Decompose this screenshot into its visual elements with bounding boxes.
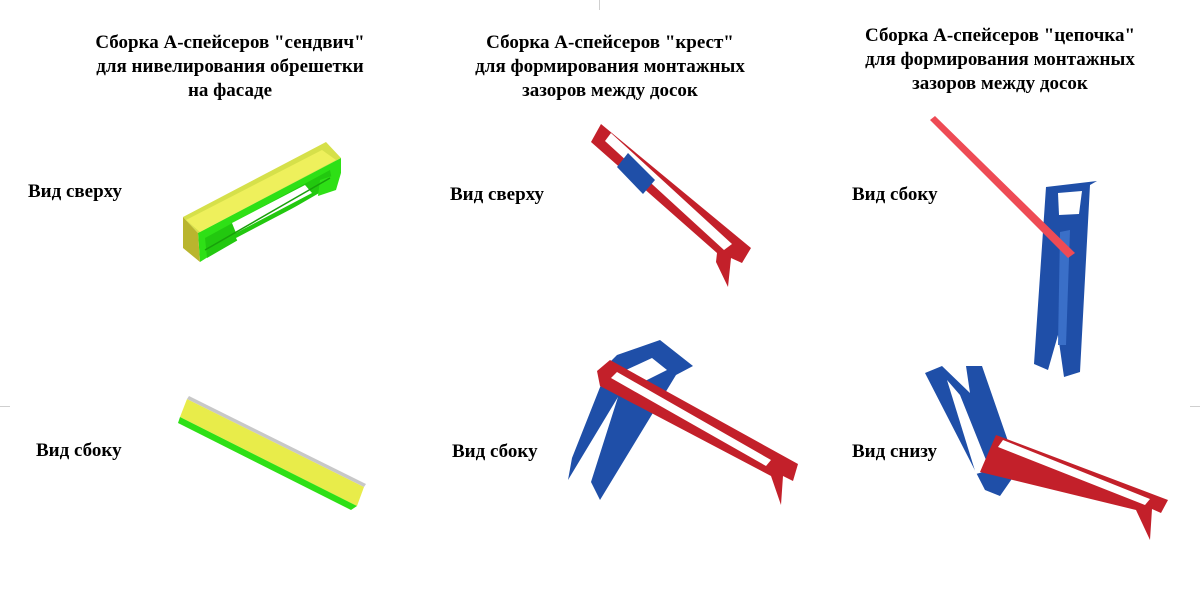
- chain-side-view-image: [930, 116, 1097, 377]
- cross-side-view-image: [568, 340, 798, 505]
- title-cross-line-2: для формирования монтажных: [475, 56, 745, 77]
- label-cross-top: Вид сверху: [450, 184, 544, 205]
- title-chain: Сборка А-спейсеров "цепочка" для формиро…: [820, 24, 1180, 96]
- title-cross-line-3: зазоров между досок: [522, 80, 698, 101]
- sandwich-side-view-image: [178, 396, 366, 510]
- edge-tick-top: [599, 0, 600, 10]
- title-sandwich: Сборка А-спейсеров "сендвич" для нивелир…: [50, 31, 410, 103]
- label-sandwich-side: Вид сбоку: [36, 440, 122, 461]
- cross-top-view-image: [591, 124, 751, 287]
- title-cross-line-1: Сборка А-спейсеров "крест": [486, 32, 734, 53]
- title-sandwich-line-2: для нивелирования обрешетки: [96, 56, 364, 77]
- label-sandwich-top: Вид сверху: [28, 181, 122, 202]
- title-sandwich-line-1: Сборка А-спейсеров "сендвич": [95, 32, 365, 53]
- title-chain-line-3: зазоров между досок: [912, 73, 1088, 94]
- title-sandwich-line-3: на фасаде: [187, 80, 273, 101]
- title-chain-line-2: для формирования монтажных: [865, 49, 1135, 70]
- title-chain-line-1: Сборка А-спейсеров "цепочка": [865, 25, 1135, 46]
- title-cross: Сборка А-спейсеров "крест" для формирова…: [430, 31, 790, 103]
- label-chain-bottom: Вид снизу: [852, 441, 938, 462]
- chain-bottom-view-image: [925, 366, 1168, 540]
- sandwich-top-view-image: [183, 142, 341, 262]
- label-chain-side: Вид сбоку: [852, 184, 938, 205]
- edge-tick-left: [0, 406, 10, 407]
- edge-tick-right: [1190, 406, 1200, 407]
- label-cross-side: Вид сбоку: [452, 441, 538, 462]
